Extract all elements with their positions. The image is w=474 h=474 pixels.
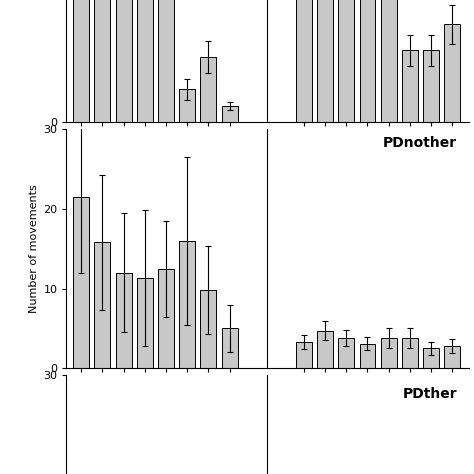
Bar	[116, 0, 132, 122]
Bar	[338, 0, 354, 122]
Bar	[94, 242, 110, 368]
Bar	[338, 338, 354, 368]
Bar	[317, 0, 333, 122]
Text: Isolated, hour: Isolated, hour	[340, 392, 417, 402]
Bar	[179, 241, 195, 368]
Bar	[222, 328, 237, 368]
Bar	[359, 344, 375, 368]
Bar	[359, 0, 375, 122]
Bar	[73, 0, 89, 122]
Bar	[402, 50, 418, 122]
Bar	[423, 50, 439, 122]
Bar	[179, 90, 195, 122]
Bar	[116, 273, 132, 368]
Bar	[381, 338, 397, 368]
Bar	[137, 0, 153, 122]
Bar	[296, 0, 312, 122]
Text: Isolated, hour: Isolated, hour	[340, 169, 417, 179]
Bar	[222, 106, 237, 122]
Y-axis label: Number of movements: Number of movements	[29, 184, 39, 313]
Bar	[296, 342, 312, 368]
Bar	[201, 57, 217, 122]
Text: PDnother: PDnother	[383, 136, 457, 150]
Text: PLMS, hour: PLMS, hour	[124, 392, 187, 402]
Text: PDther: PDther	[402, 387, 457, 401]
Bar	[73, 197, 89, 368]
Bar	[381, 0, 397, 122]
Bar	[317, 331, 333, 368]
Bar	[402, 338, 418, 368]
Bar	[137, 278, 153, 368]
Bar	[423, 348, 439, 368]
Bar	[444, 346, 460, 368]
Bar	[201, 290, 217, 368]
Text: PLMS, hour: PLMS, hour	[124, 169, 187, 179]
Bar	[94, 0, 110, 122]
Bar	[158, 269, 174, 368]
Bar	[444, 24, 460, 122]
Bar	[158, 0, 174, 122]
